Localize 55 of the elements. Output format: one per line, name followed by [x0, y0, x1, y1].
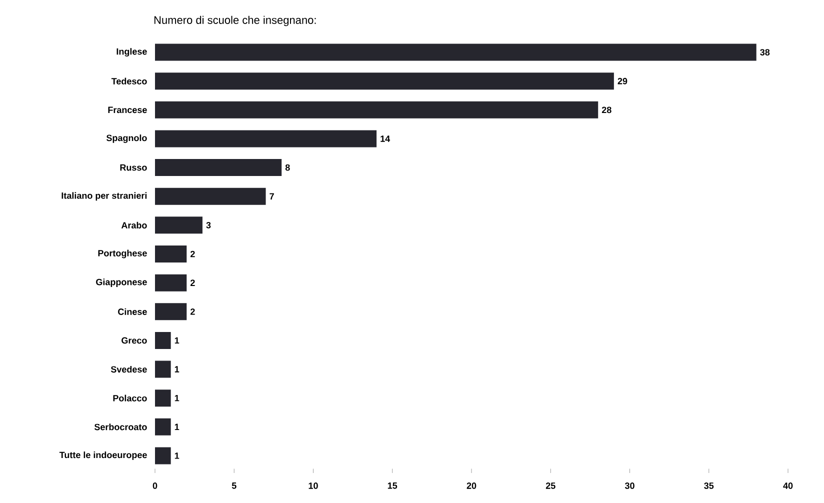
y-tick-label: Svedese [110, 366, 147, 373]
data-label: 8 [285, 164, 290, 171]
y-tick-label: Tedesco [111, 78, 147, 84]
x-tick-label: 25 [546, 482, 556, 489]
y-tick-label: Giapponese [96, 278, 147, 288]
y-tick-label: Portoghese [98, 250, 147, 258]
data-label: 38 [760, 49, 770, 56]
bar [155, 188, 266, 205]
bar [155, 390, 171, 407]
x-tick-label: 15 [388, 482, 398, 489]
bar [155, 303, 187, 320]
x-tick-label: 35 [704, 482, 714, 489]
bar [155, 44, 756, 61]
data-label: 1 [174, 394, 180, 402]
x-tick-label: 10 [308, 482, 318, 489]
x-tick-label: 5 [232, 482, 236, 489]
data-label: 1 [174, 366, 180, 372]
bar [155, 246, 187, 262]
bar [155, 159, 282, 176]
y-tick-label: Russo [120, 164, 147, 171]
y-tick-label: Greco [122, 337, 147, 344]
data-label: 1 [174, 452, 180, 459]
y-tick-label: Tutte le indoeuropee [59, 452, 147, 460]
bar [155, 72, 614, 90]
data-label: 7 [270, 193, 274, 200]
y-tick-label: Polacco [113, 394, 147, 402]
y-tick-label: Inglese [116, 48, 147, 57]
bar [155, 216, 202, 234]
bar [155, 447, 171, 464]
data-label: 2 [190, 308, 195, 315]
x-tick-label: 0 [152, 482, 158, 489]
y-tick-label: Serbocroato [94, 424, 147, 430]
y-tick-label: Spagnolo [106, 134, 147, 143]
bar [155, 360, 171, 378]
x-tick-label: 20 [466, 482, 476, 489]
bar [155, 332, 171, 349]
data-label: 3 [206, 222, 211, 228]
x-tick-label: 40 [783, 482, 793, 489]
y-tick-label: Cinese [118, 308, 147, 315]
bar [155, 274, 187, 292]
y-tick-label: Francese [108, 106, 147, 114]
y-tick-label: Arabo [121, 222, 147, 228]
data-label: 28 [602, 106, 612, 114]
data-label: 2 [190, 250, 195, 258]
bar [155, 418, 171, 436]
bar [155, 101, 598, 118]
x-tick-label: 30 [624, 482, 634, 489]
data-label: 29 [618, 78, 628, 84]
bar [155, 130, 377, 148]
data-label: 2 [190, 280, 195, 286]
chart-title: Numero di scuole che insegnano: [154, 16, 316, 26]
y-tick-label: Italiano per stranieri [62, 192, 147, 201]
data-label: 1 [174, 424, 180, 430]
data-label: 1 [174, 337, 180, 344]
data-label: 14 [380, 136, 390, 142]
